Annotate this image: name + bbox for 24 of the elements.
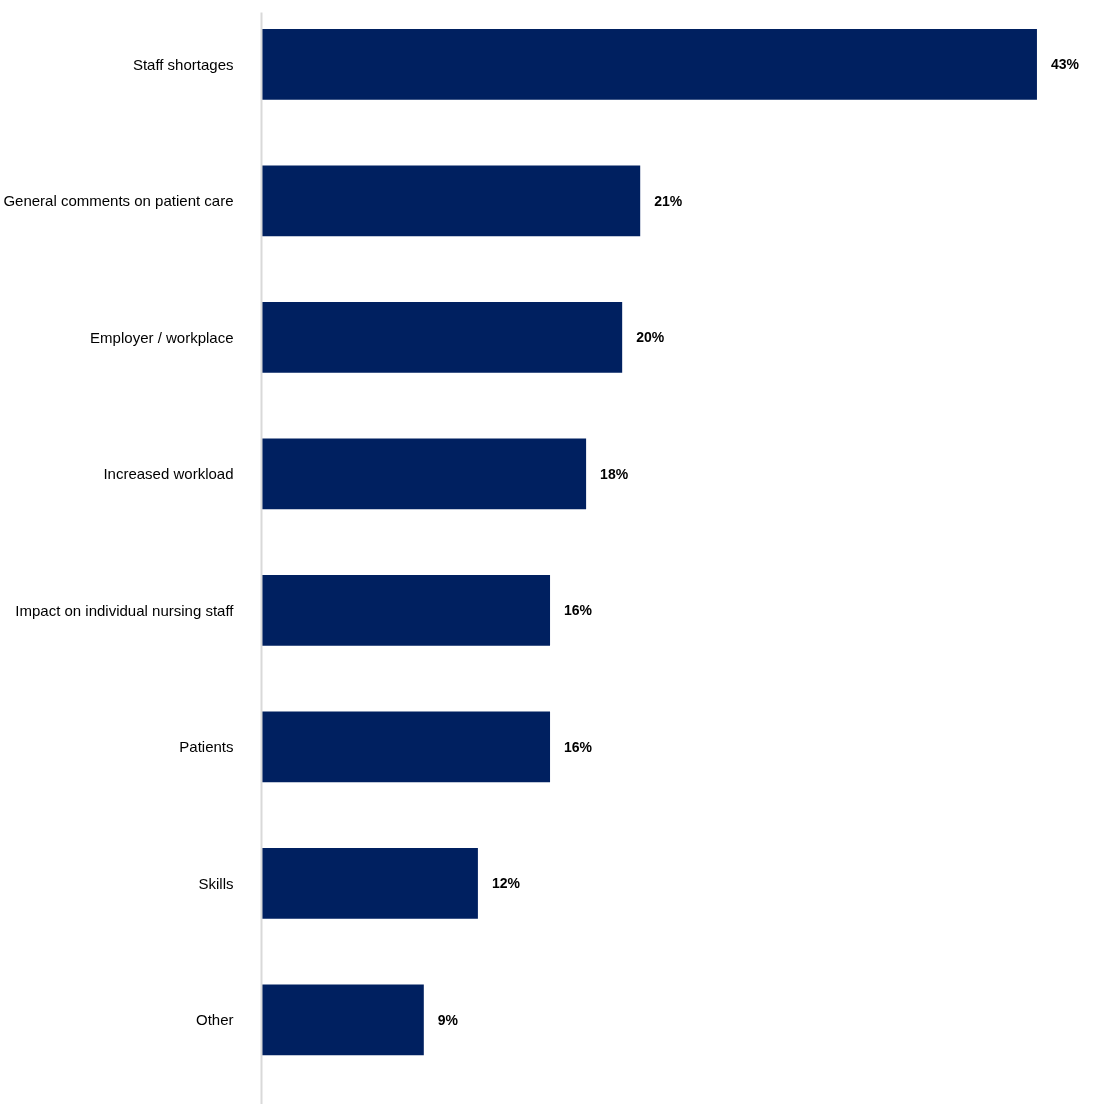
bar [261, 847, 478, 919]
y-tick-label: Increased workload [103, 465, 234, 483]
y-tick-label: Employer / workplace [90, 328, 234, 346]
data-label: 16% [564, 738, 593, 755]
bar [261, 301, 623, 373]
y-tick-label: Patients [179, 738, 234, 756]
y-tick-label: General comments on patient care [3, 192, 234, 210]
data-label: 12% [491, 875, 521, 892]
bar [261, 574, 551, 646]
bar [261, 28, 1037, 100]
bar [261, 438, 587, 510]
data-label: 21% [654, 192, 683, 209]
y-tick-label: Impact on individual nursing staff [15, 601, 235, 619]
data-label: 43% [1050, 56, 1080, 73]
y-tick-label: Staff shortages [132, 55, 234, 73]
bar [261, 711, 551, 783]
data-label: 9% [437, 1011, 459, 1028]
data-label: 18% [600, 465, 629, 482]
y-tick-label: Skills [198, 874, 234, 892]
bar [261, 165, 641, 237]
data-label: 20% [636, 329, 665, 346]
data-label: 16% [564, 602, 593, 619]
y-tick-label: Other [195, 1011, 234, 1029]
bar [261, 984, 424, 1056]
